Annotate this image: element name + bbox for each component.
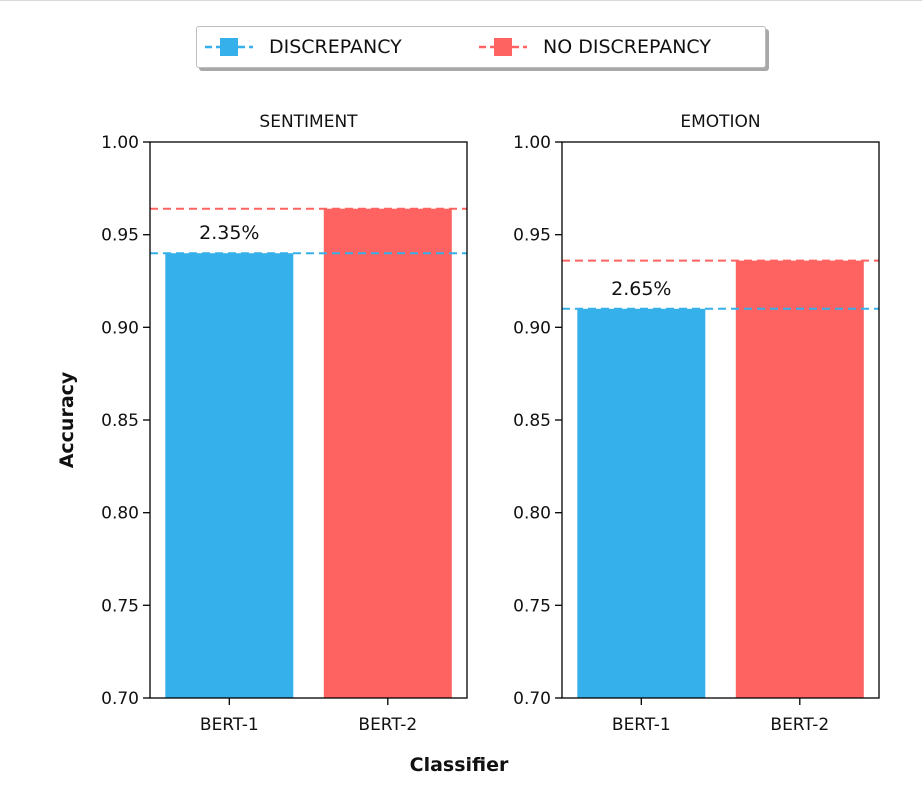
y-tick-label: 0.70 <box>513 689 551 709</box>
chart-panel-sentiment: 2.35% SENTIMENT 0.70 0.75 0.80 0.85 0.90 0.95 1.… <box>101 112 468 735</box>
y-tick-label: 0.95 <box>513 226 551 246</box>
y-tick-label: 0.95 <box>101 226 139 246</box>
legend-item-no-discrepancy: NO DISCREPANCY <box>479 27 759 67</box>
legend-label-discrepancy: DISCREPANCY <box>269 36 402 58</box>
y-axis-label: Accuracy <box>56 371 78 468</box>
legend-item-discrepancy: DISCREPANCY <box>205 27 445 67</box>
x-tick-label: BERT-1 <box>200 715 259 735</box>
y-tick-label: 0.85 <box>513 411 551 431</box>
y-tick-label: 0.70 <box>101 689 139 709</box>
chart-panel-emotion: 2.65% EMOTION 0.70 0.75 0.80 0.85 0.90 0.95 1.00… <box>513 112 880 735</box>
y-tick-label: 0.80 <box>513 504 551 524</box>
difference-annotation: 2.35% <box>199 222 259 244</box>
x-tick-label: BERT-2 <box>358 715 417 735</box>
legend-swatch-discrepancy-icon <box>205 38 253 56</box>
panel-title: SENTIMENT <box>259 112 358 132</box>
x-tick-label: BERT-1 <box>612 715 671 735</box>
y-tick-label: 0.75 <box>513 596 551 616</box>
legend-label-no-discrepancy: NO DISCREPANCY <box>543 36 711 58</box>
y-tick-label: 0.85 <box>101 411 139 431</box>
chart-legend: DISCREPANCY NO DISCREPANCY <box>196 26 766 68</box>
bar-bert-1 <box>577 308 706 698</box>
top-border-rule <box>0 0 922 1</box>
y-tick-label: 0.90 <box>101 318 139 338</box>
bar-bert-2 <box>735 260 864 698</box>
panel-title: EMOTION <box>680 112 760 132</box>
y-tick-label: 0.80 <box>101 504 139 524</box>
legend-swatch-no-discrepancy-icon <box>479 38 527 56</box>
y-tick-label: 1.00 <box>513 133 551 153</box>
y-tick-label: 0.75 <box>101 596 139 616</box>
y-tick-label: 1.00 <box>101 133 139 153</box>
difference-annotation: 2.65% <box>611 278 671 300</box>
bar-bert-2 <box>323 208 452 698</box>
y-tick-label: 0.90 <box>513 318 551 338</box>
x-tick-label: BERT-2 <box>770 715 829 735</box>
x-axis-label: Classifier <box>410 754 509 776</box>
bar-bert-1 <box>165 253 294 698</box>
